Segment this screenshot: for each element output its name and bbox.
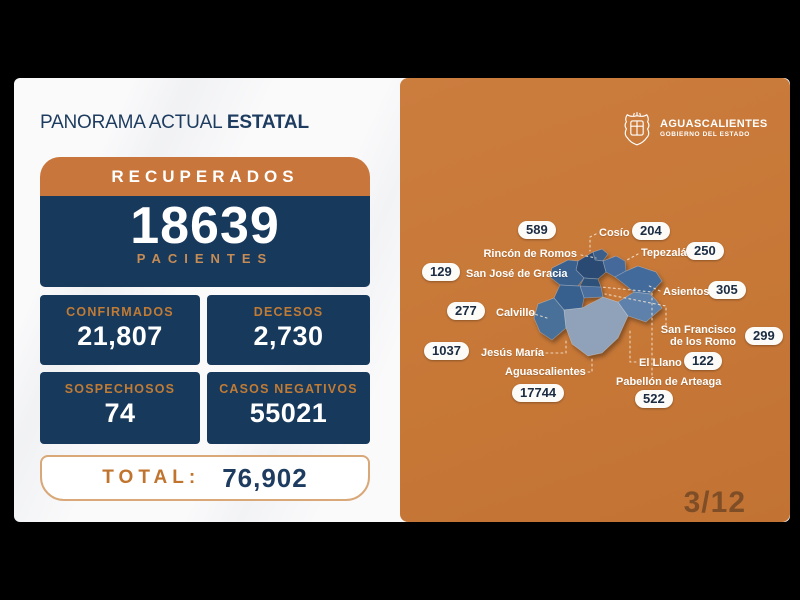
municipality-badge-calvillo: 277 bbox=[447, 302, 485, 320]
recovered-card-header: RECUPERADOS bbox=[40, 157, 370, 196]
logo-subtitle: GOBIERNO DEL ESTADO bbox=[660, 131, 750, 138]
municipality-label-jesus-maria: Jesús María bbox=[481, 347, 544, 359]
municipality-label-rincon-de-romos: Rincón de Romos bbox=[483, 248, 577, 260]
municipality-badge-asientos: 305 bbox=[708, 281, 746, 299]
stat-card-label: CASOS NEGATIVOS bbox=[219, 382, 358, 396]
stat-card-confirmados: CONFIRMADOS 21,807 bbox=[40, 295, 200, 365]
municipality-label-san-francisco-de-los-romo: San Francisco de los Romo bbox=[660, 324, 736, 349]
municipality-badge-san-francisco-de-los-romo: 299 bbox=[745, 327, 783, 345]
municipality-label-aguascalientes: Aguascalientes bbox=[505, 366, 586, 378]
municipality-badge-aguascalientes: 17744 bbox=[512, 384, 565, 402]
leader-lines bbox=[530, 233, 667, 376]
stat-card-label: SOSPECHOSOS bbox=[64, 382, 176, 396]
map-panel: AGUASCALIENTES GOBIERNO DEL ESTADO bbox=[400, 78, 790, 522]
municipality-shape-aguascalientes bbox=[563, 296, 629, 357]
municipality-label-asientos: Asientos bbox=[663, 286, 710, 298]
municipality-label-cosio: Cosío bbox=[599, 227, 630, 239]
stat-card-sospechosos: SOSPECHOSOS 74 bbox=[40, 372, 200, 444]
total-label: TOTAL: bbox=[102, 467, 201, 488]
recovered-value: 18639 bbox=[130, 197, 280, 255]
municipality-badge-jesus-maria: 1037 bbox=[424, 342, 469, 360]
page-title-bold: ESTATAL bbox=[226, 112, 309, 133]
municipality-label-san-jose-de-gracia: San José de Gracia bbox=[466, 268, 568, 280]
municipality-badge-san-jose-de-gracia: 129 bbox=[422, 263, 460, 281]
stat-card-casos-negativos: CASOS NEGATIVOS 55021 bbox=[207, 372, 370, 444]
logo-title: AGUASCALIENTES bbox=[660, 118, 768, 130]
stat-card-value: 21,807 bbox=[77, 321, 163, 351]
stat-card-label: CONFIRMADOS bbox=[66, 305, 174, 319]
municipality-label-tepezala: Tepezalá bbox=[641, 247, 687, 259]
municipality-label-pabellon-de-arteaga: Pabellón de Arteaga bbox=[616, 376, 722, 388]
logo-text: AGUASCALIENTES GOBIERNO DEL ESTADO bbox=[660, 118, 768, 138]
recovered-unit-label: PACIENTES bbox=[136, 250, 274, 266]
municipality-badge-pabellon-de-arteaga: 522 bbox=[635, 390, 673, 408]
stat-card-value: 2,730 bbox=[253, 321, 324, 351]
page-title: PANORAMA ACTUAL ESTATAL bbox=[40, 112, 309, 134]
recovered-card: RECUPERADOS 18639 PACIENTES bbox=[40, 157, 370, 287]
page-title-normal: PANORAMA ACTUAL bbox=[40, 112, 222, 133]
stat-card-value: 74 bbox=[104, 398, 136, 428]
municipality-badge-cosio: 204 bbox=[632, 222, 670, 240]
stat-card-value: 55021 bbox=[249, 398, 328, 428]
slide-page-indicator: 3/12 bbox=[683, 486, 746, 519]
stat-cards-grid: CONFIRMADOS 21,807 DECESOS 2,730 SOSPECH… bbox=[40, 295, 370, 444]
content-frame: PANORAMA ACTUAL ESTATAL RECUPERADOS 1863… bbox=[14, 78, 790, 522]
coat-of-arms-icon bbox=[624, 112, 650, 146]
total-value: 76,902 bbox=[222, 462, 308, 493]
total-bar: TOTAL: 76,902 bbox=[40, 455, 370, 501]
recovered-card-body: 18639 PACIENTES bbox=[40, 196, 370, 287]
municipality-badge-rincon-de-romos: 589 bbox=[518, 221, 556, 239]
stat-card-label: DECESOS bbox=[253, 305, 324, 319]
aguascalientes-map bbox=[530, 233, 667, 376]
stat-card-decesos: DECESOS 2,730 bbox=[207, 295, 370, 365]
state-government-logo: AGUASCALIENTES GOBIERNO DEL ESTADO bbox=[622, 108, 768, 148]
municipality-label-calvillo: Calvillo bbox=[496, 307, 536, 319]
municipality-shape-calvillo bbox=[533, 297, 567, 341]
municipality-shape-el-llano bbox=[617, 291, 663, 323]
municipality-badge-el-llano: 122 bbox=[684, 352, 722, 370]
municipality-shape-cosio bbox=[592, 248, 609, 262]
municipality-shape-jesus-maria bbox=[553, 284, 585, 311]
municipality-badge-tepezala: 250 bbox=[686, 242, 724, 260]
municipality-label-el-llano: El Llano bbox=[639, 357, 682, 369]
